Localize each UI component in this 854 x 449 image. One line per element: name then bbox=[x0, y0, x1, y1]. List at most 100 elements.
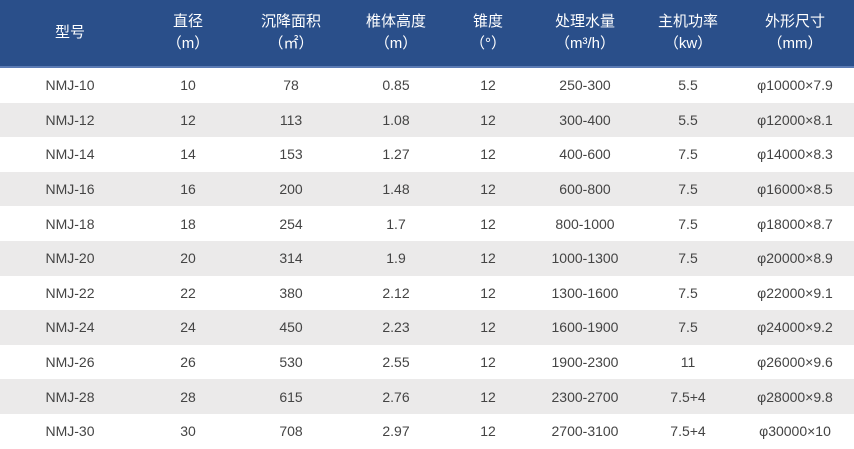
column-header-unit-2: （㎡） bbox=[268, 35, 314, 52]
cell-value: 400-600 bbox=[559, 146, 611, 163]
cell-value: 12 bbox=[480, 77, 496, 94]
cell-value: 1300-1600 bbox=[551, 284, 619, 301]
cell-model: NMJ-28 bbox=[45, 388, 95, 405]
table-row: NMJ-30 30 708 2.97 12 2700-3100 7.5+4 φ30000×10 bbox=[0, 413, 854, 449]
cell-value: 1.48 bbox=[382, 181, 410, 198]
cell-value: φ26000×9.6 bbox=[757, 354, 833, 371]
cell-value: 314 bbox=[279, 250, 303, 267]
cell-value: 1.9 bbox=[386, 250, 406, 267]
cell-value: 1900-2300 bbox=[551, 354, 619, 371]
cell-value: 7.5 bbox=[678, 181, 698, 198]
cell-value: 7.5+4 bbox=[670, 388, 706, 405]
column-header-unit-3: （m） bbox=[374, 35, 418, 52]
cell-value: 12 bbox=[480, 388, 496, 405]
cell-value: 28 bbox=[180, 388, 196, 405]
cell-value: φ24000×9.2 bbox=[757, 319, 833, 336]
cell-value: 7.5 bbox=[678, 250, 698, 267]
cell-value: 250-300 bbox=[559, 77, 611, 94]
cell-value: φ18000×8.7 bbox=[757, 215, 833, 232]
column-header-1: 直径 （m） bbox=[140, 0, 236, 68]
cell-value: 708 bbox=[279, 423, 303, 440]
cell-model: NMJ-12 bbox=[45, 111, 95, 128]
cell-model: NMJ-24 bbox=[45, 319, 95, 336]
cell-value: 26 bbox=[180, 354, 196, 371]
column-header-label-2: 沉降面积 bbox=[260, 13, 321, 31]
cell-value: 0.85 bbox=[382, 77, 410, 94]
cell-value: φ22000×9.1 bbox=[757, 284, 833, 301]
cell-value: 14 bbox=[180, 146, 196, 163]
cell-value: 254 bbox=[279, 215, 303, 232]
cell-value: 2.76 bbox=[382, 388, 410, 405]
column-header-unit-6: （kw） bbox=[663, 35, 713, 52]
cell-value: 24 bbox=[180, 319, 196, 336]
cell-value: 1.7 bbox=[386, 215, 406, 232]
cell-value: 2.23 bbox=[382, 319, 410, 336]
cell-value: 12 bbox=[480, 146, 496, 163]
column-header-3: 椎体高度 （m） bbox=[346, 0, 446, 68]
table-row: NMJ-20 20 314 1.9 12 1000-1300 7.5 φ20000×8.9 bbox=[0, 240, 854, 276]
table-row: NMJ-26 26 530 2.55 12 1900-2300 11 φ26000×9.6 bbox=[0, 344, 854, 380]
cell-value: 800-1000 bbox=[555, 215, 615, 232]
column-header-unit-1: （m） bbox=[166, 35, 210, 52]
cell-value: 18 bbox=[180, 215, 196, 232]
cell-value: 1000-1300 bbox=[551, 250, 619, 267]
cell-value: 153 bbox=[279, 146, 303, 163]
cell-value: φ10000×7.9 bbox=[757, 77, 833, 94]
column-header-label-5: 处理水量 bbox=[554, 13, 615, 31]
table-body: NMJ-10 10 78 0.85 12 250-300 5.5 φ10000×7.9 NMJ-… bbox=[0, 67, 854, 449]
cell-value: φ30000×10 bbox=[759, 423, 831, 440]
cell-value: 12 bbox=[480, 181, 496, 198]
cell-value: 1600-1900 bbox=[551, 319, 619, 336]
cell-value: 1.27 bbox=[382, 146, 410, 163]
column-header-unit-7: （mm） bbox=[767, 35, 823, 52]
cell-value: 7.5 bbox=[678, 215, 698, 232]
table-row: NMJ-22 22 380 2.12 12 1300-1600 7.5 φ22000×9.1 bbox=[0, 275, 854, 311]
table-row: NMJ-24 24 450 2.23 12 1600-1900 7.5 φ24000×9.2 bbox=[0, 310, 854, 345]
cell-value: 2700-3100 bbox=[551, 423, 619, 440]
cell-value: 12 bbox=[480, 250, 496, 267]
cell-value: 615 bbox=[279, 388, 303, 405]
cell-value: 20 bbox=[180, 250, 196, 267]
cell-value: 12 bbox=[180, 111, 196, 128]
column-header-4: 锥度 （°） bbox=[446, 0, 530, 68]
cell-value: 113 bbox=[279, 111, 303, 128]
cell-value: 12 bbox=[480, 423, 496, 440]
cell-model: NMJ-22 bbox=[45, 284, 95, 301]
cell-value: 2.55 bbox=[382, 354, 410, 371]
cell-value: φ16000×8.5 bbox=[757, 181, 833, 198]
cell-value: 300-400 bbox=[559, 111, 611, 128]
table-header-row: 型号 直径 （m） 沉降面积 （㎡） 椎体高度 （m） 锥度 （°） 处理水量 （m³/h） 主机功率… bbox=[0, 0, 854, 68]
cell-value: 7.5 bbox=[678, 284, 698, 301]
column-header-6: 主机功率 （kw） bbox=[640, 0, 736, 68]
cell-value: φ28000×9.8 bbox=[757, 388, 833, 405]
column-header-unit-4: （°） bbox=[470, 35, 506, 52]
cell-value: 16 bbox=[180, 181, 196, 198]
cell-value: 11 bbox=[680, 354, 696, 371]
cell-value: 5.5 bbox=[678, 77, 698, 94]
column-header-5: 处理水量 （m³/h） bbox=[530, 0, 640, 68]
cell-value: 10 bbox=[180, 77, 196, 94]
cell-value: 2.97 bbox=[382, 423, 410, 440]
column-header-label-0: 型号 bbox=[54, 24, 85, 42]
cell-value: 12 bbox=[480, 284, 496, 301]
cell-value: 200 bbox=[279, 181, 303, 198]
cell-value: 380 bbox=[279, 284, 303, 301]
table-row: NMJ-14 14 153 1.27 12 400-600 7.5 φ14000×8.3 bbox=[0, 137, 854, 172]
cell-model: NMJ-10 bbox=[45, 77, 95, 94]
cell-value: 12 bbox=[480, 215, 496, 232]
column-header-7: 外形尺寸 （mm） bbox=[736, 0, 854, 68]
cell-value: φ12000×8.1 bbox=[757, 111, 833, 128]
cell-value: 2300-2700 bbox=[551, 388, 619, 405]
column-header-label-1: 直径 bbox=[172, 13, 203, 31]
cell-value: 2.12 bbox=[382, 284, 410, 301]
table-row: NMJ-10 10 78 0.85 12 250-300 5.5 φ10000×7.9 bbox=[0, 67, 854, 103]
cell-value: φ20000×8.9 bbox=[757, 250, 833, 267]
column-header-label-6: 主机功率 bbox=[657, 13, 718, 31]
cell-model: NMJ-16 bbox=[45, 181, 95, 198]
cell-model: NMJ-14 bbox=[45, 146, 95, 163]
cell-model: NMJ-18 bbox=[45, 215, 95, 232]
cell-value: 1.08 bbox=[382, 111, 410, 128]
cell-value: 7.5 bbox=[678, 146, 698, 163]
cell-value: 78 bbox=[283, 77, 299, 94]
table-row: NMJ-28 28 615 2.76 12 2300-2700 7.5+4 φ28000×9.… bbox=[0, 379, 854, 414]
